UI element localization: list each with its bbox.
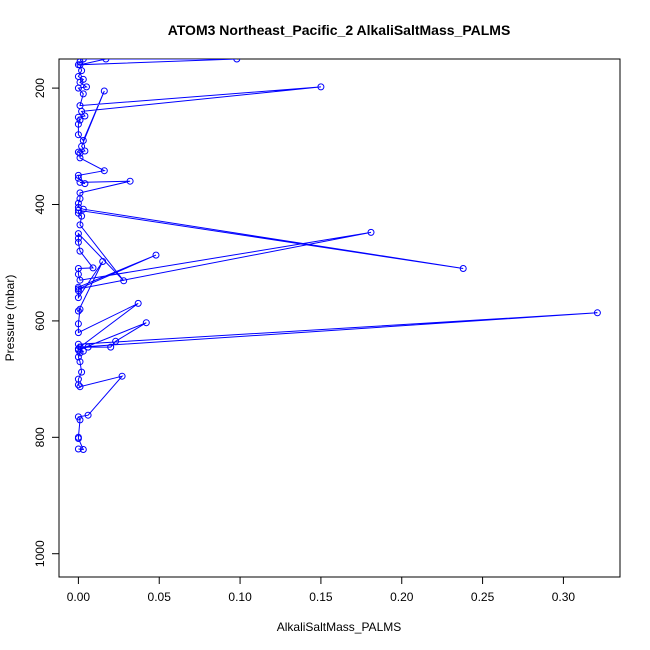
data-point: [74, 375, 82, 383]
x-tick-label: 0.05: [148, 590, 172, 604]
data-point: [233, 59, 241, 63]
data-point: [112, 337, 120, 345]
data-point: [459, 265, 467, 272]
x-tick-label: 0.20: [390, 590, 414, 604]
data-point: [79, 90, 87, 98]
data-point: [76, 358, 84, 366]
x-axis-label: AlkaliSaltMass_PALMS: [277, 620, 402, 634]
data-point: [367, 228, 375, 236]
data-point: [142, 319, 150, 327]
y-axis-label: Pressure (mbar): [3, 275, 17, 362]
data-point: [74, 265, 82, 272]
data-point: [76, 383, 84, 391]
x-axis: 0.00 0.05 0.10 0.15 0.20 0.25 0.30: [67, 576, 576, 604]
x-tick-label: 0.15: [309, 590, 333, 604]
data-point: [134, 299, 142, 307]
data-point: [81, 180, 89, 188]
data-point: [74, 203, 82, 211]
data-point: [102, 59, 110, 63]
data-point: [74, 353, 82, 361]
x-tick-label: 0.30: [552, 590, 576, 604]
data-point: [81, 112, 89, 120]
data-point: [74, 413, 82, 421]
y-tick-label: 800: [33, 427, 47, 447]
data-point: [74, 73, 82, 80]
data-point: [593, 309, 601, 317]
data-point: [74, 174, 82, 182]
data-point: [76, 102, 84, 110]
data-point: [100, 167, 108, 175]
data-point: [74, 320, 82, 328]
data-point: [107, 343, 115, 351]
data-point: [100, 87, 108, 95]
data-point: [74, 329, 82, 337]
data-point: [76, 189, 84, 197]
data-point: [76, 59, 84, 66]
data-point: [83, 83, 90, 91]
data-point: [74, 445, 82, 453]
data-point: [74, 234, 82, 242]
data-point: [76, 343, 84, 351]
chart-title: ATOM3 Northeast_Pacific_2 AlkaliSaltMass…: [168, 22, 511, 38]
data-point: [74, 294, 82, 302]
y-tick-label: 1000: [33, 540, 47, 567]
data-point: [99, 258, 107, 265]
data-point: [81, 147, 89, 155]
data-point: [74, 285, 82, 293]
data-point: [74, 131, 82, 139]
data-point: [74, 120, 82, 128]
plot-frame: [58, 58, 621, 578]
data-point: [79, 205, 87, 213]
data-point: [89, 264, 97, 272]
data-point: [120, 277, 128, 285]
data-point: [74, 206, 82, 214]
data-point: [76, 247, 84, 255]
data-point: [76, 221, 84, 229]
data-point: [76, 178, 84, 186]
data-point: [317, 83, 325, 91]
data-point: [74, 199, 82, 207]
series-line: [76, 59, 598, 451]
data-point: [126, 177, 134, 185]
x-tick-label: 0.10: [228, 590, 252, 604]
series-points: [74, 59, 601, 453]
data-point: [74, 230, 82, 238]
data-point: [118, 372, 126, 380]
data-point: [79, 446, 87, 453]
data-point: [74, 307, 82, 315]
data-point: [84, 343, 92, 351]
data-point: [79, 137, 87, 144]
data-point: [152, 251, 160, 259]
y-tick-label: 200: [33, 78, 47, 98]
x-tick-label: 0.00: [67, 590, 91, 604]
data-point: [74, 433, 82, 441]
data-point: [74, 238, 82, 246]
data-point: [74, 148, 82, 156]
y-tick-label: 600: [33, 311, 47, 331]
data-point: [84, 411, 92, 419]
data-point: [74, 171, 82, 179]
data-point: [76, 305, 84, 313]
x-tick-label: 0.25: [471, 590, 495, 604]
data-point: [74, 113, 82, 121]
y-axis: 200 400 600 800 1000: [33, 78, 60, 567]
data-point: [78, 368, 86, 376]
y-tick-label: 400: [33, 194, 47, 214]
